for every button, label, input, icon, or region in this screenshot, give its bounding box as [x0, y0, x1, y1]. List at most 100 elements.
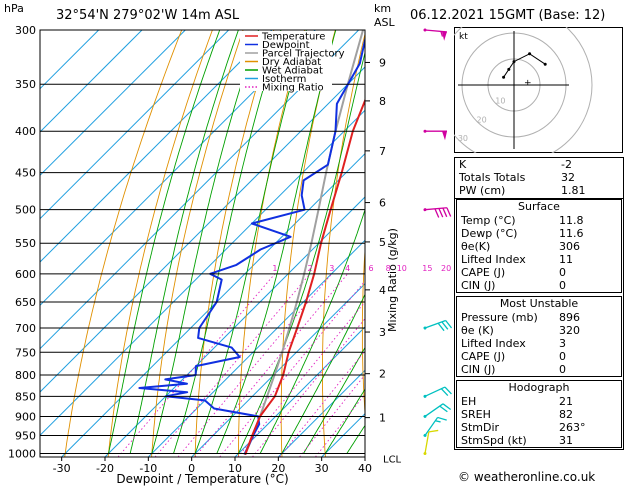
row-value: 1.81: [561, 184, 586, 197]
hodograph-ring-label: 20: [477, 115, 487, 124]
dry-adiabat: [280, 30, 336, 457]
row-value: 11: [559, 253, 573, 266]
wind-barb: [423, 207, 452, 218]
row-key: Lifted Index: [461, 253, 526, 266]
x-tick-label: 10: [228, 462, 242, 475]
plot-frame: [39, 29, 366, 458]
barb-flag: [438, 208, 444, 218]
row-key: EH: [461, 395, 477, 408]
barb-origin: [423, 414, 427, 418]
isotherm: [40, 30, 186, 177]
row-value: 82: [559, 408, 573, 421]
pressure-tick-label: 550: [15, 237, 36, 250]
table-row: CIN (J) 0: [457, 363, 621, 376]
wind-barb: [423, 129, 447, 141]
barb-flag: [437, 416, 447, 421]
mixing-ratio-label: 20: [441, 264, 451, 273]
pressure-tick-label: 1000: [8, 447, 36, 460]
wet-adiabat: [324, 388, 365, 454]
dry-adiabat: [321, 32, 365, 457]
km-tick-label: 4: [379, 284, 386, 297]
mixing-ratio-line: [154, 273, 311, 457]
barb-staff: [424, 403, 444, 417]
pressure-tick-label: 350: [15, 78, 36, 91]
barb-flag: [428, 429, 439, 433]
barb-staff: [424, 386, 446, 397]
table-row: StmSpd (kt) 31: [457, 434, 621, 447]
mixing-ratio-line: [194, 273, 349, 457]
x-tick-label: 20: [271, 462, 285, 475]
legend-label: Temperature: [261, 32, 325, 43]
row-value: 0: [559, 363, 566, 376]
pressure-tick-label: 650: [15, 296, 36, 309]
row-key: Pressure (mb): [461, 311, 538, 324]
pressure-tick-label: 800: [15, 369, 36, 382]
km-tick-label: 1: [379, 412, 386, 425]
wind-barb: [423, 386, 452, 398]
dry-adiabat: [194, 30, 275, 457]
mixing-ratio-line: [299, 374, 365, 457]
row-value: -2: [561, 158, 572, 171]
dry-adiabat: [151, 30, 244, 457]
mixing-ratio-label: 10: [397, 264, 407, 273]
table-row: CIN (J) 0: [457, 279, 621, 292]
table-row: Lifted Index 11: [457, 253, 621, 266]
storm-motion-marker: +: [524, 78, 532, 88]
barb-pennant: [441, 31, 447, 41]
indices-table: K -2 Totals Totals 32 PW (cm) 1.81 Surface Te…: [454, 157, 624, 450]
wind-barb: [423, 416, 447, 437]
hodograph-point: [543, 62, 547, 66]
row-value: 896: [559, 311, 580, 324]
row-value: 21: [559, 395, 573, 408]
mixing-ratio-label: 3: [329, 264, 334, 273]
table-row: Lifted Index 3: [457, 337, 621, 350]
row-key: CAPE (J): [461, 350, 506, 363]
table-row: Dewp (°C) 11.6: [457, 227, 621, 240]
wet-adiabat: [194, 30, 307, 454]
x-tick-label: -30: [53, 462, 71, 475]
hodograph-point: [528, 52, 532, 56]
barb-origin: [423, 208, 427, 212]
row-value: 32: [561, 171, 575, 184]
row-key: Temp (°C): [461, 214, 516, 227]
most-unstable-box: Most Unstable Pressure (mb) 896 θe (K) 320 L…: [456, 296, 622, 377]
barb-origin: [423, 451, 427, 455]
parcel-trajectory-line: [244, 30, 364, 455]
row-key: SREH: [461, 408, 491, 421]
legend-label: Isotherm: [262, 74, 306, 85]
table-row: StmDir 263°: [457, 421, 621, 434]
hodograph-frame: [454, 27, 623, 153]
row-key: Lifted Index: [461, 337, 526, 350]
table-row: K -2: [455, 158, 623, 171]
table-row: θe (K) 320: [457, 324, 621, 337]
hodograph-params-title: Hodograph: [508, 381, 570, 394]
row-value: 320: [559, 324, 580, 337]
hodograph-units-label: kt: [459, 32, 468, 42]
barb-origin: [423, 433, 427, 437]
barb-flag: [437, 322, 445, 332]
pressure-tick-label: 450: [15, 167, 36, 180]
hodograph-point: [507, 67, 511, 71]
barb-flag: [440, 388, 449, 397]
mixing-ratio-label: 2: [307, 264, 312, 273]
wet-adiabat: [346, 424, 365, 454]
km-tick-label: 2: [379, 368, 386, 381]
dry-adiabat: [64, 30, 183, 457]
row-key: PW (cm): [459, 184, 506, 197]
dry-adiabat: [107, 30, 213, 457]
barb-flag: [441, 321, 449, 330]
row-value: 11.8: [559, 214, 584, 227]
mixing-ratio-label: 4: [345, 264, 350, 273]
table-row: EH 21: [457, 395, 621, 408]
km-tick-label: 8: [379, 95, 386, 108]
pressure-tick-label: 400: [15, 125, 36, 138]
row-key: Dewp (°C): [461, 227, 518, 240]
km-tick-label: 9: [379, 56, 386, 69]
temperature-line: [244, 98, 365, 455]
row-key: θe (K): [461, 324, 494, 337]
pressure-tick-label: 700: [15, 322, 36, 335]
barb-flag: [434, 208, 440, 218]
pressure-tick-label: 900: [15, 410, 36, 423]
hodograph-ring-label: 30: [458, 134, 468, 143]
row-key: K: [459, 158, 467, 171]
